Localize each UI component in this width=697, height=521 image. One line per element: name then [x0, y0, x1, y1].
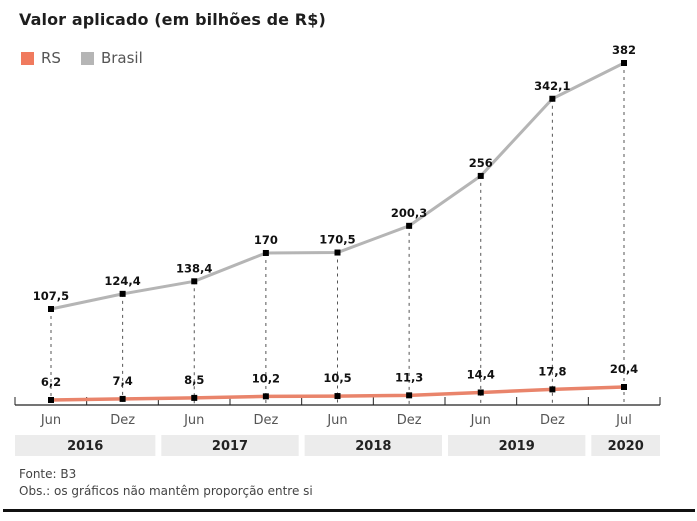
- line-chart: 107,5 124,4 138,4 170 170,5 200,3 256 342,1 382 6…: [14, 43, 661, 456]
- data-point-rs: [334, 393, 341, 400]
- data-point-rs: [406, 392, 413, 399]
- data-label-rs: 11,3: [395, 370, 423, 384]
- data-label-brasil: 342,1: [534, 79, 570, 93]
- legend-swatch-rs: [21, 51, 34, 65]
- data-point-brasil: [119, 290, 126, 297]
- year-band-2016: [15, 435, 156, 456]
- data-point-rs: [621, 384, 627, 390]
- data-point-brasil: [621, 60, 627, 66]
- legend: RS Brasil: [21, 49, 163, 67]
- observation-note: Obs.: os gráficos não mantêm proporção e…: [19, 484, 313, 498]
- year-band-2018: [304, 435, 442, 456]
- year-label: 2020: [608, 439, 644, 454]
- x-tick-label: Jun: [183, 413, 204, 428]
- data-point-brasil: [549, 95, 556, 102]
- legend-swatch-brasil: [80, 51, 94, 65]
- data-label-rs: 7,4: [112, 374, 132, 388]
- data-label-rs: 14,4: [467, 367, 495, 381]
- x-tick-label: Jun: [40, 413, 61, 428]
- data-label-rs: 6,2: [41, 375, 61, 389]
- data-point-rs: [549, 386, 556, 393]
- data-label-brasil: 138,4: [176, 261, 212, 275]
- x-tick-label: Dez: [397, 413, 422, 428]
- data-label-brasil: 200,3: [391, 206, 427, 220]
- year-label: 2016: [67, 439, 103, 454]
- year-label: 2018: [355, 439, 391, 454]
- data-point-rs: [262, 393, 269, 400]
- data-point-brasil: [477, 172, 484, 179]
- year-band-2017: [161, 435, 299, 456]
- chart-title: Valor aplicado (em bilhões de R$): [19, 10, 326, 29]
- bottom-divider: [3, 509, 695, 512]
- data-label-rs: 17,8: [538, 364, 566, 378]
- data-label-rs: 10,2: [252, 371, 280, 385]
- x-tick-label: Jun: [326, 413, 347, 428]
- legend-item-rs: RS: [21, 49, 61, 67]
- data-label-brasil: 256: [469, 156, 493, 170]
- data-point-rs: [119, 395, 126, 402]
- data-point-rs: [477, 389, 484, 396]
- data-point-brasil: [48, 306, 54, 312]
- x-tick-label: Dez: [253, 413, 278, 428]
- x-tick-label: Dez: [110, 413, 135, 428]
- data-point-brasil: [191, 278, 198, 285]
- data-point-brasil: [406, 222, 413, 229]
- series-line-brasil: [50, 61, 625, 311]
- data-label-rs: 20,4: [610, 362, 638, 376]
- legend-item-brasil: Brasil: [80, 49, 143, 67]
- data-label-brasil: 124,4: [104, 274, 140, 288]
- legend-label-brasil: Brasil: [100, 49, 143, 67]
- data-point-brasil: [334, 249, 341, 256]
- data-label-brasil: 170: [254, 233, 278, 247]
- data-point-rs: [48, 397, 54, 403]
- x-tick-label: Dez: [540, 413, 565, 428]
- source-note: Fonte: B3: [19, 467, 77, 481]
- legend-label-rs: RS: [41, 49, 61, 67]
- data-point-rs: [191, 394, 198, 401]
- x-tick-label: Jul: [615, 413, 632, 428]
- year-band-2019: [448, 435, 586, 456]
- data-label-brasil: 107,5: [33, 289, 69, 303]
- year-label: 2017: [212, 439, 248, 454]
- data-label-brasil: 382: [612, 43, 636, 57]
- x-tick-label: Jun: [470, 413, 491, 428]
- data-label-brasil: 170,5: [319, 233, 355, 247]
- year-band-2020: [591, 435, 660, 456]
- data-label-rs: 8,5: [184, 373, 204, 387]
- data-point-brasil: [262, 249, 269, 256]
- data-label-rs: 10,5: [323, 371, 351, 385]
- year-label: 2019: [499, 439, 535, 454]
